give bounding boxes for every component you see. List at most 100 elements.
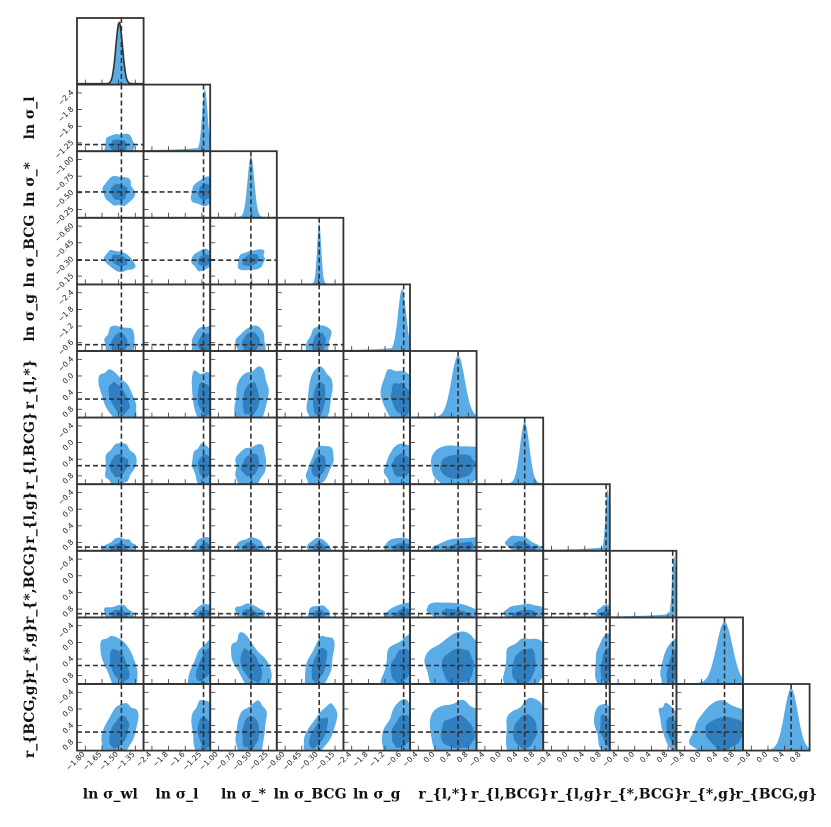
panel-r_star_BCG-vs-ln_sigma_g (342, 549, 411, 619)
panel-r_star_BCG-vs-ln_sigma_star (209, 549, 278, 619)
marginal-density-r_l_g (543, 489, 610, 551)
panel-r_l_star-vs-r_l_star (409, 350, 478, 419)
x-tick-label-r_star_BCG: 0.0 (621, 749, 636, 764)
x-tick-label-r_l_BCG: −0.4 (467, 749, 486, 768)
panel-r_BCG_g-vs-ln_sigma_g (342, 683, 411, 752)
panel-frame (608, 549, 678, 619)
panel-ln_sigma_g-vs-ln_sigma_star (209, 283, 278, 352)
x-tick-label-r_BCG_g: −0.4 (733, 749, 752, 768)
contour-inner (666, 648, 677, 683)
panel-r_BCG_g-vs-r_l_star (409, 683, 478, 752)
contour-inner (513, 541, 536, 551)
y-axis-label-ln_sigma_g: ln σ_g (22, 294, 38, 342)
panel-r_l_g-vs-ln_sigma_star (209, 483, 278, 552)
y-tick-label-r_star_BCG: −0.4 (56, 554, 75, 573)
panel-ln_sigma_star-vs-ln_sigma_l (142, 150, 212, 219)
y-axis-label-r_BCG_g: r_{BCG,g} (22, 676, 38, 758)
x-tick-label-ln_sigma_wl: −1.35 (114, 749, 137, 772)
x-tick-label-r_BCG_g: 0.8 (788, 749, 803, 764)
panel-ln_sigma_BCG-vs-ln_sigma_l (142, 216, 212, 286)
y-tick-label-ln_sigma_g: −1.2 (56, 321, 75, 340)
panel-r_star_g-vs-ln_sigma_g (342, 616, 411, 685)
panel-frame (275, 549, 345, 619)
x-axis-label-r_BCG_g: r_{BCG,g} (735, 787, 817, 803)
x-tick-label-ln_sigma_g: −0.6 (384, 749, 403, 768)
y-tick-label-ln_sigma_l: −2.4 (56, 88, 75, 107)
panel-r_l_BCG-vs-ln_sigma_BCG (275, 416, 345, 486)
x-tick-label-r_BCG_g: 0.0 (755, 749, 770, 764)
x-axis-label-r_star_g: r_{*,g} (683, 787, 737, 803)
y-tick-label-r_l_star: −0.4 (56, 354, 75, 373)
x-tick-label-r_l_star: −0.4 (400, 749, 419, 768)
panel-r_star_BCG-vs-ln_sigma_l (142, 549, 212, 619)
y-tick-label-r_BCG_g: 0.4 (61, 721, 76, 736)
x-tick-label-ln_sigma_l: −2.4 (134, 749, 153, 768)
panel-frame (209, 150, 278, 219)
panel-ln_sigma_BCG-vs-ln_sigma_BCG (275, 216, 345, 286)
panel-ln_sigma_wl-vs-ln_sigma_wl (76, 17, 145, 86)
contour-inner (601, 609, 610, 618)
x-axis-label-r_star_BCG: r_{*,BCG} (603, 787, 683, 803)
x-tick-label-ln_sigma_g: −2.4 (334, 749, 353, 768)
y-axis-label-r_star_g: r_{*,g} (22, 624, 38, 678)
panel-r_l_BCG-vs-r_l_BCG (475, 416, 545, 486)
panel-r_l_g-vs-ln_sigma_l (142, 483, 212, 552)
panel-r_star_g-vs-ln_sigma_wl (76, 616, 145, 685)
panel-r_BCG_g-vs-r_BCG_g (742, 683, 811, 752)
panel-r_l_BCG-vs-r_l_star (409, 416, 478, 486)
y-tick-label-r_star_g: −0.4 (56, 621, 75, 640)
contour-inner (442, 541, 475, 551)
panel-r_BCG_g-vs-ln_sigma_star (209, 683, 278, 752)
marginal-density-r_star_BCG (609, 555, 677, 618)
x-axis-label-r_l_g: r_{l,g} (550, 787, 602, 803)
panel-r_star_g-vs-ln_sigma_BCG (275, 616, 345, 685)
marginal-density-ln_sigma_l (143, 89, 211, 152)
x-tick-label-r_BCG_g: 0.4 (771, 749, 786, 764)
panel-r_BCG_g-vs-ln_sigma_BCG (275, 683, 345, 752)
x-axis-label-ln_sigma_g: ln σ_g (353, 787, 401, 803)
contour-inner (110, 139, 127, 152)
panel-r_star_g-vs-r_star_g (675, 616, 744, 685)
panel-r_BCG_g-vs-r_star_BCG (608, 683, 678, 752)
panel-frame (209, 216, 278, 286)
panel-ln_sigma_BCG-vs-ln_sigma_star (209, 216, 278, 286)
contour-inner (111, 332, 128, 351)
panel-r_star_g-vs-ln_sigma_star (209, 616, 278, 685)
panel-r_star_BCG-vs-r_l_star (409, 549, 478, 619)
panel-frame (542, 483, 611, 552)
y-tick-label-r_l_BCG: −0.4 (56, 421, 75, 440)
x-axis-label-ln_sigma_wl: ln σ_wl (83, 787, 138, 803)
panel-frame (76, 17, 145, 86)
contour-inner (240, 453, 260, 477)
y-tick-label-r_star_g: 0.4 (61, 654, 76, 669)
y-tick-label-r_l_star: 0.4 (61, 388, 76, 403)
y-tick-label-r_l_g: 0.8 (61, 537, 76, 552)
y-tick-label-r_l_star: 0.8 (61, 404, 76, 419)
y-tick-label-r_l_g: 0.4 (61, 521, 76, 536)
panel-ln_sigma_g-vs-ln_sigma_g (342, 283, 411, 352)
marginal-density-ln_sigma_g (343, 289, 410, 351)
x-axis-label-ln_sigma_star: ln σ_* (221, 787, 267, 803)
x-tick-label-r_l_BCG: 0.0 (488, 749, 503, 764)
panel-r_star_g-vs-r_l_BCG (475, 616, 545, 685)
panel-ln_sigma_star-vs-ln_sigma_wl (76, 150, 145, 219)
x-axis-label-r_l_star: r_{l,*} (418, 787, 468, 803)
x-tick-label-ln_sigma_BCG: −0.15 (314, 749, 337, 772)
contour-inner (600, 647, 610, 685)
panel-r_l_BCG-vs-ln_sigma_g (342, 416, 411, 486)
panel-r_star_BCG-vs-ln_sigma_wl (76, 549, 145, 619)
panel-r_l_star-vs-ln_sigma_star (209, 350, 278, 419)
marginal-density-r_star_g (676, 621, 743, 684)
panel-frame (275, 483, 345, 552)
x-tick-label-ln_sigma_l: −1.8 (151, 749, 170, 768)
y-tick-label-ln_sigma_l: −1.8 (56, 104, 75, 123)
contour-inner (441, 608, 474, 618)
x-axis-label-ln_sigma_BCG: ln σ_BCG (274, 787, 347, 803)
y-tick-label-r_star_BCG: 0.8 (61, 604, 76, 619)
panel-r_BCG_g-vs-ln_sigma_wl (76, 683, 145, 752)
panel-ln_sigma_BCG-vs-ln_sigma_wl (76, 216, 145, 286)
y-axis-label-ln_sigma_l: ln σ_l (22, 96, 38, 139)
y-tick-label-r_BCG_g: −0.4 (56, 687, 75, 706)
panel-ln_sigma_l-vs-ln_sigma_l (142, 83, 212, 153)
